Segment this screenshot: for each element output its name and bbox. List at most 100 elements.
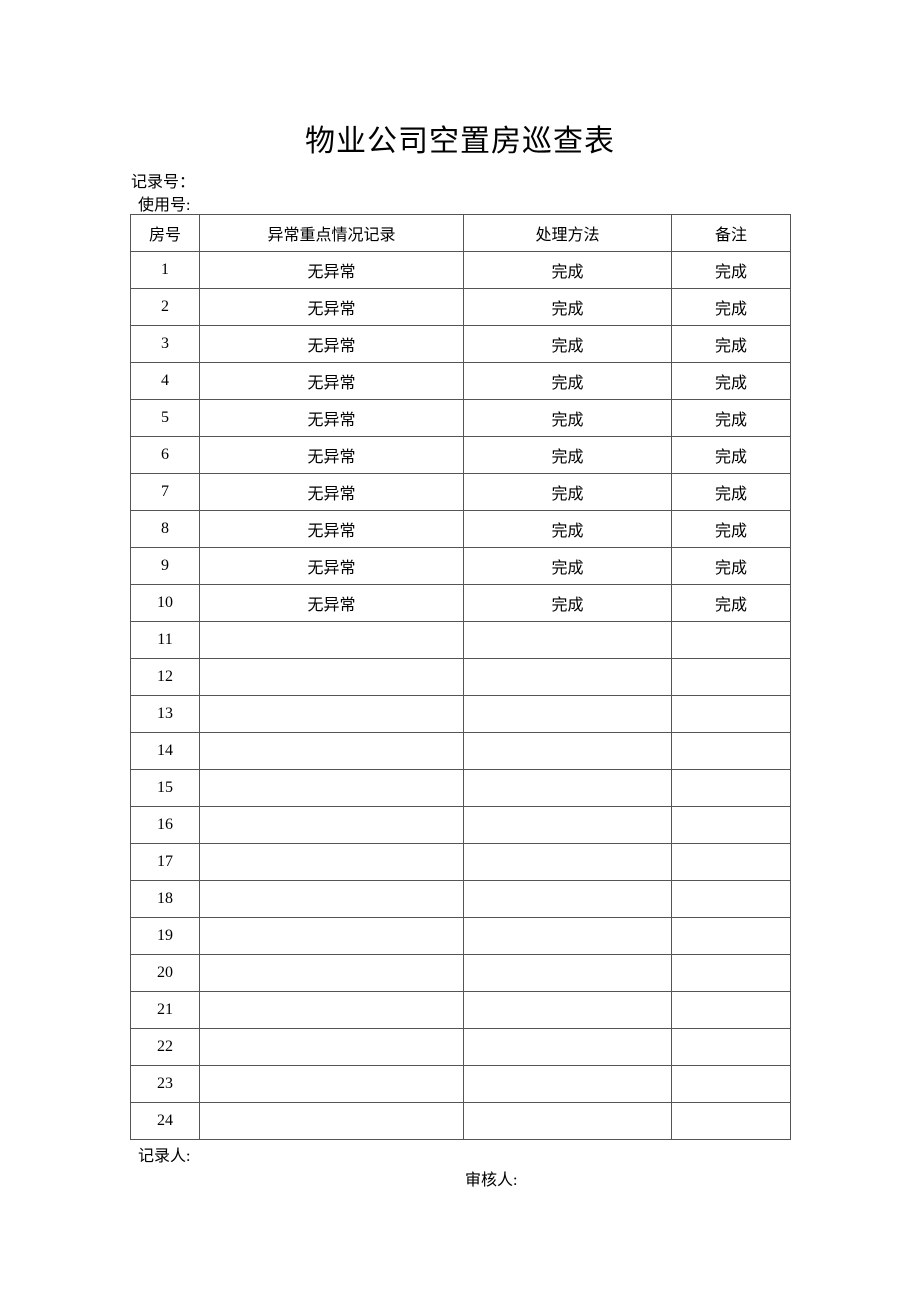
cell-handling-method: 完成 bbox=[463, 510, 672, 548]
cell-handling-method: 完成 bbox=[463, 473, 672, 511]
table-row: 6 无异常 完成 完成 bbox=[130, 436, 791, 474]
cell-room-no: 10 bbox=[130, 584, 200, 622]
cell-handling-method bbox=[463, 658, 672, 696]
cell-room-no: 19 bbox=[130, 917, 200, 955]
table-row: 21 bbox=[130, 991, 791, 1029]
cell-abnormal-record: 无异常 bbox=[199, 436, 464, 474]
cell-handling-method: 完成 bbox=[463, 547, 672, 585]
table-row: 15 bbox=[130, 769, 791, 807]
cell-room-no: 20 bbox=[130, 954, 200, 992]
cell-remarks bbox=[671, 806, 791, 844]
table-row: 1 无异常 完成 完成 bbox=[130, 251, 791, 289]
cell-remarks bbox=[671, 769, 791, 807]
table-row: 4 无异常 完成 完成 bbox=[130, 362, 791, 400]
cell-abnormal-record: 无异常 bbox=[199, 288, 464, 326]
record-no-label: 记录号： bbox=[131, 174, 196, 191]
cell-abnormal-record bbox=[199, 621, 464, 659]
cell-room-no: 11 bbox=[130, 621, 200, 659]
cell-abnormal-record bbox=[199, 769, 464, 807]
usage-no-label: 使用号: bbox=[138, 197, 191, 214]
cell-handling-method: 完成 bbox=[463, 325, 672, 363]
cell-abnormal-record: 无异常 bbox=[199, 473, 464, 511]
cell-remarks bbox=[671, 1102, 791, 1140]
cell-remarks bbox=[671, 1065, 791, 1103]
cell-room-no: 6 bbox=[130, 436, 200, 474]
cell-room-no: 1 bbox=[130, 251, 200, 289]
cell-room-no: 14 bbox=[130, 732, 200, 770]
cell-room-no: 9 bbox=[130, 547, 200, 585]
header-abnormal-record: 异常重点情况记录 bbox=[199, 214, 464, 252]
table-row: 5 无异常 完成 完成 bbox=[130, 399, 791, 437]
cell-handling-method bbox=[463, 843, 672, 881]
table-header-row: 房号 异常重点情况记录 处理方法 备注 bbox=[130, 214, 791, 252]
cell-abnormal-record bbox=[199, 991, 464, 1029]
cell-remarks: 完成 bbox=[671, 547, 791, 585]
cell-room-no: 4 bbox=[130, 362, 200, 400]
table-row: 20 bbox=[130, 954, 791, 992]
header-remarks: 备注 bbox=[671, 214, 791, 252]
cell-handling-method: 完成 bbox=[463, 399, 672, 437]
cell-abnormal-record: 无异常 bbox=[199, 325, 464, 363]
table-row: 16 bbox=[130, 806, 791, 844]
cell-room-no: 17 bbox=[130, 843, 200, 881]
cell-remarks: 完成 bbox=[671, 325, 791, 363]
page-title: 物业公司空置房巡查表 bbox=[305, 125, 615, 158]
cell-abnormal-record bbox=[199, 917, 464, 955]
cell-handling-method bbox=[463, 991, 672, 1029]
cell-handling-method bbox=[463, 1065, 672, 1103]
cell-abnormal-record: 无异常 bbox=[199, 584, 464, 622]
cell-remarks bbox=[671, 621, 791, 659]
header-handling-method: 处理方法 bbox=[463, 214, 672, 252]
cell-remarks bbox=[671, 843, 791, 881]
cell-abnormal-record bbox=[199, 1028, 464, 1066]
cell-room-no: 2 bbox=[130, 288, 200, 326]
table-row: 13 bbox=[130, 695, 791, 733]
cell-handling-method bbox=[463, 695, 672, 733]
cell-abnormal-record bbox=[199, 695, 464, 733]
table-row: 8 无异常 完成 完成 bbox=[130, 510, 791, 548]
cell-handling-method bbox=[463, 621, 672, 659]
table-row: 3 无异常 完成 完成 bbox=[130, 325, 791, 363]
cell-room-no: 24 bbox=[130, 1102, 200, 1140]
table-row: 7 无异常 完成 完成 bbox=[130, 473, 791, 511]
cell-room-no: 15 bbox=[130, 769, 200, 807]
table-row: 19 bbox=[130, 917, 791, 955]
cell-remarks: 完成 bbox=[671, 473, 791, 511]
cell-handling-method bbox=[463, 769, 672, 807]
cell-room-no: 16 bbox=[130, 806, 200, 844]
cell-handling-method bbox=[463, 1028, 672, 1066]
cell-handling-method: 完成 bbox=[463, 288, 672, 326]
table-row: 23 bbox=[130, 1065, 791, 1103]
cell-remarks: 完成 bbox=[671, 510, 791, 548]
cell-handling-method bbox=[463, 732, 672, 770]
table-row: 10 无异常 完成 完成 bbox=[130, 584, 791, 622]
cell-room-no: 7 bbox=[130, 473, 200, 511]
cell-room-no: 5 bbox=[130, 399, 200, 437]
cell-abnormal-record: 无异常 bbox=[199, 510, 464, 548]
cell-abnormal-record bbox=[199, 732, 464, 770]
cell-room-no: 12 bbox=[130, 658, 200, 696]
table-row: 24 bbox=[130, 1102, 791, 1140]
header-room-no: 房号 bbox=[130, 214, 200, 252]
cell-abnormal-record bbox=[199, 1102, 464, 1140]
cell-handling-method bbox=[463, 1102, 672, 1140]
cell-handling-method bbox=[463, 917, 672, 955]
cell-remarks: 完成 bbox=[671, 362, 791, 400]
cell-remarks: 完成 bbox=[671, 584, 791, 622]
cell-room-no: 23 bbox=[130, 1065, 200, 1103]
cell-room-no: 13 bbox=[130, 695, 200, 733]
cell-handling-method: 完成 bbox=[463, 584, 672, 622]
cell-remarks bbox=[671, 954, 791, 992]
cell-remarks bbox=[671, 695, 791, 733]
cell-room-no: 18 bbox=[130, 880, 200, 918]
cell-remarks: 完成 bbox=[671, 288, 791, 326]
cell-abnormal-record: 无异常 bbox=[199, 399, 464, 437]
cell-room-no: 21 bbox=[130, 991, 200, 1029]
table-row: 9 无异常 完成 完成 bbox=[130, 547, 791, 585]
cell-abnormal-record bbox=[199, 658, 464, 696]
cell-abnormal-record bbox=[199, 954, 464, 992]
cell-handling-method: 完成 bbox=[463, 362, 672, 400]
table-row: 18 bbox=[130, 880, 791, 918]
table-row: 14 bbox=[130, 732, 791, 770]
cell-handling-method bbox=[463, 806, 672, 844]
